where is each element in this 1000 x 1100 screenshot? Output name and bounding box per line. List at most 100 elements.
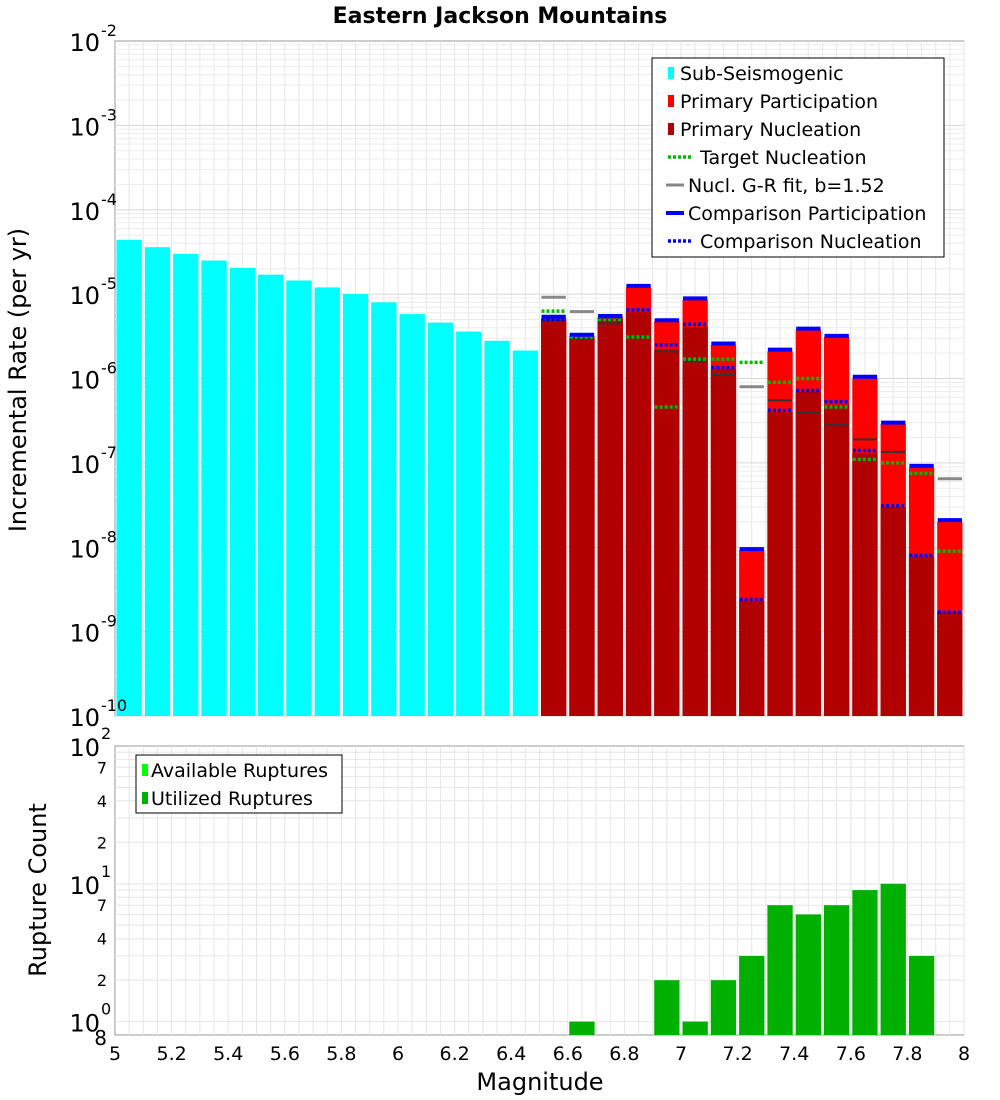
x-tick-label: 6.4 — [496, 1043, 526, 1065]
sub-seismogenic-bar — [144, 247, 171, 716]
sub-seismogenic-bar — [456, 331, 482, 716]
sub-seismogenic-bar — [229, 267, 255, 716]
y-minor-tick-label: 2 — [97, 971, 107, 990]
y-tick-exponent: -5 — [101, 274, 117, 293]
y-tick-label: 10 — [69, 282, 100, 310]
x-tick-label: 5.6 — [270, 1043, 300, 1065]
bottom-grid — [115, 746, 965, 1035]
x-tick-label: 7.8 — [892, 1043, 922, 1065]
x-tick-label: 5.8 — [326, 1043, 356, 1065]
legend-label: Sub-Seismogenic — [680, 63, 844, 85]
x-tick-label: 6.2 — [439, 1043, 469, 1065]
y-tick-label: 10 — [69, 198, 100, 226]
primary-nucleation-bar — [852, 453, 878, 716]
bottom-bars — [569, 883, 935, 1035]
top-bars — [116, 239, 963, 717]
sub-seismogenic-bar — [286, 280, 312, 716]
sub-seismogenic-bar — [512, 350, 538, 716]
utilized-ruptures-bar — [795, 914, 821, 1035]
utilized-ruptures-bar — [710, 980, 737, 1035]
y-tick-label: 10 — [69, 367, 100, 395]
x-tick-label: 6.8 — [609, 1043, 639, 1065]
primary-nucleation-bar — [795, 391, 821, 716]
legend-label: Utilized Ruptures — [151, 788, 313, 810]
primary-nucleation-bar — [880, 507, 906, 716]
top-lines — [541, 283, 962, 614]
sub-seismogenic-bar — [427, 322, 454, 716]
x-tick-label: 5.2 — [156, 1043, 186, 1065]
y-tick-exponent: 0 — [101, 1000, 111, 1019]
primary-nucleation-bar — [767, 412, 793, 716]
y-tick-label: 10 — [69, 1010, 100, 1038]
primary-nucleation-bar — [625, 312, 652, 716]
utilized-ruptures-bar — [880, 883, 906, 1035]
primary-nucleation-bar — [597, 318, 623, 716]
sub-seismogenic-bar — [484, 340, 510, 716]
sub-seismogenic-bar — [201, 260, 227, 716]
y-tick-exponent: -10 — [101, 696, 127, 715]
y-tick-exponent: -2 — [101, 21, 117, 40]
x-tick-label: 6 — [392, 1043, 404, 1065]
y-minor-tick-label: 8 — [94, 1026, 107, 1050]
y-minor-tick-label: 7 — [97, 896, 107, 915]
sub-seismogenic-bar — [116, 239, 142, 717]
sub-seismogenic-bar — [399, 314, 425, 716]
legend-swatch — [668, 67, 674, 79]
y-tick-exponent: -8 — [101, 527, 117, 546]
legend-label: Comparison Nucleation — [700, 231, 922, 253]
utilized-ruptures-bar — [908, 955, 935, 1035]
utilized-ruptures-bar — [654, 980, 680, 1035]
legend-label: Nucl. G-R fit, b=1.52 — [688, 175, 885, 197]
top-y-tick-labels: 10-210-310-410-510-610-710-810-910-10 — [69, 21, 127, 732]
top-legend: Sub-Seismogenic Primary Participation Prim… — [651, 57, 945, 258]
top-y-axis-label: Incremental Rate (per yr) — [4, 228, 32, 532]
legend-swatch — [668, 123, 674, 135]
primary-nucleation-bar — [710, 368, 737, 716]
utilized-ruptures-bar — [682, 1021, 708, 1035]
y-minor-tick-label: 4 — [97, 792, 107, 811]
y-tick-exponent: -3 — [101, 105, 117, 124]
legend-label: Available Ruptures — [151, 760, 328, 782]
y-tick-exponent: 1 — [101, 862, 111, 881]
primary-nucleation-bar — [824, 404, 850, 716]
y-tick-label: 10 — [69, 535, 100, 563]
utilized-ruptures-bar — [569, 1021, 595, 1035]
utilized-ruptures-bar — [739, 955, 765, 1035]
primary-nucleation-bar — [541, 320, 567, 716]
x-tick-label: 5 — [109, 1043, 121, 1065]
bottom-y-axis-label: Rupture Count — [24, 803, 52, 977]
legend-label: Primary Nucleation — [680, 119, 861, 141]
primary-nucleation-bar — [739, 601, 765, 716]
primary-nucleation-bar — [682, 326, 708, 716]
y-minor-tick-label: 2 — [97, 833, 107, 852]
x-tick-label: 6.6 — [553, 1043, 583, 1065]
utilized-ruptures-bar — [852, 890, 878, 1035]
legend-swatch — [142, 764, 148, 776]
sub-seismogenic-bar — [173, 253, 199, 716]
legend-swatch — [668, 95, 674, 107]
utilized-ruptures-bar — [767, 905, 793, 1035]
legend-swatch — [142, 792, 148, 804]
y-minor-tick-label: 7 — [97, 758, 107, 777]
y-tick-label: 10 — [69, 734, 100, 762]
y-tick-exponent: -4 — [101, 190, 117, 209]
top-plot: 10-210-310-410-510-610-710-810-910-10 In… — [4, 21, 965, 732]
utilized-ruptures-bar — [824, 905, 850, 1035]
y-tick-label: 10 — [69, 113, 100, 141]
y-tick-exponent: 2 — [101, 724, 111, 743]
y-tick-label: 10 — [69, 451, 100, 479]
legend-label: Primary Participation — [680, 91, 878, 113]
x-tick-labels: 5 5.2 5.4 5.6 5.8 6 6.2 6.4 6.6 6.8 7 7.2 7.4 7.6 7.8 8 — [109, 1043, 970, 1065]
y-tick-label: 10 — [69, 29, 100, 57]
y-tick-exponent: -9 — [101, 612, 117, 631]
primary-nucleation-bar — [908, 556, 935, 716]
legend-box — [135, 754, 343, 814]
primary-nucleation-bar — [569, 338, 595, 716]
y-tick-label: 10 — [69, 872, 100, 900]
sub-seismogenic-bar — [342, 294, 369, 716]
y-tick-exponent: -6 — [101, 359, 117, 378]
legend-label: Comparison Participation — [688, 203, 926, 225]
